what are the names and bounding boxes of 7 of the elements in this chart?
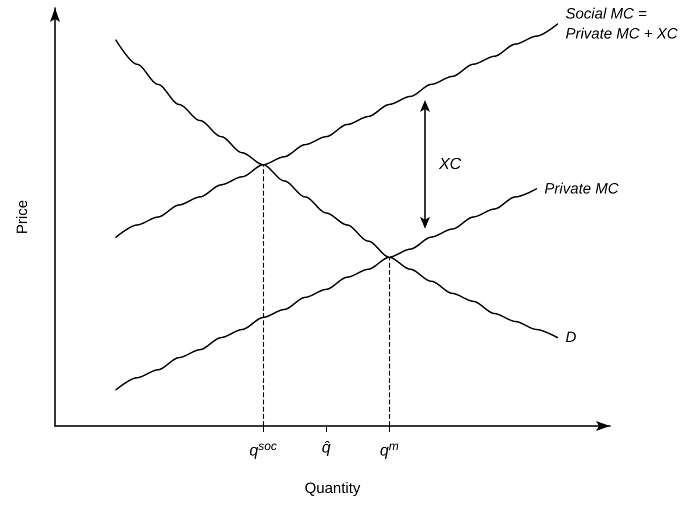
series-label: Social MC = Private MC + XC [565,6,678,43]
x-tick-label: q̂ [322,440,331,456]
series-label: D [565,329,576,346]
series-label: Private MC [544,180,619,198]
y-axis-title: Price [14,200,31,234]
annotation: XC [438,156,462,173]
x-axis-title: Quantity [304,480,361,497]
